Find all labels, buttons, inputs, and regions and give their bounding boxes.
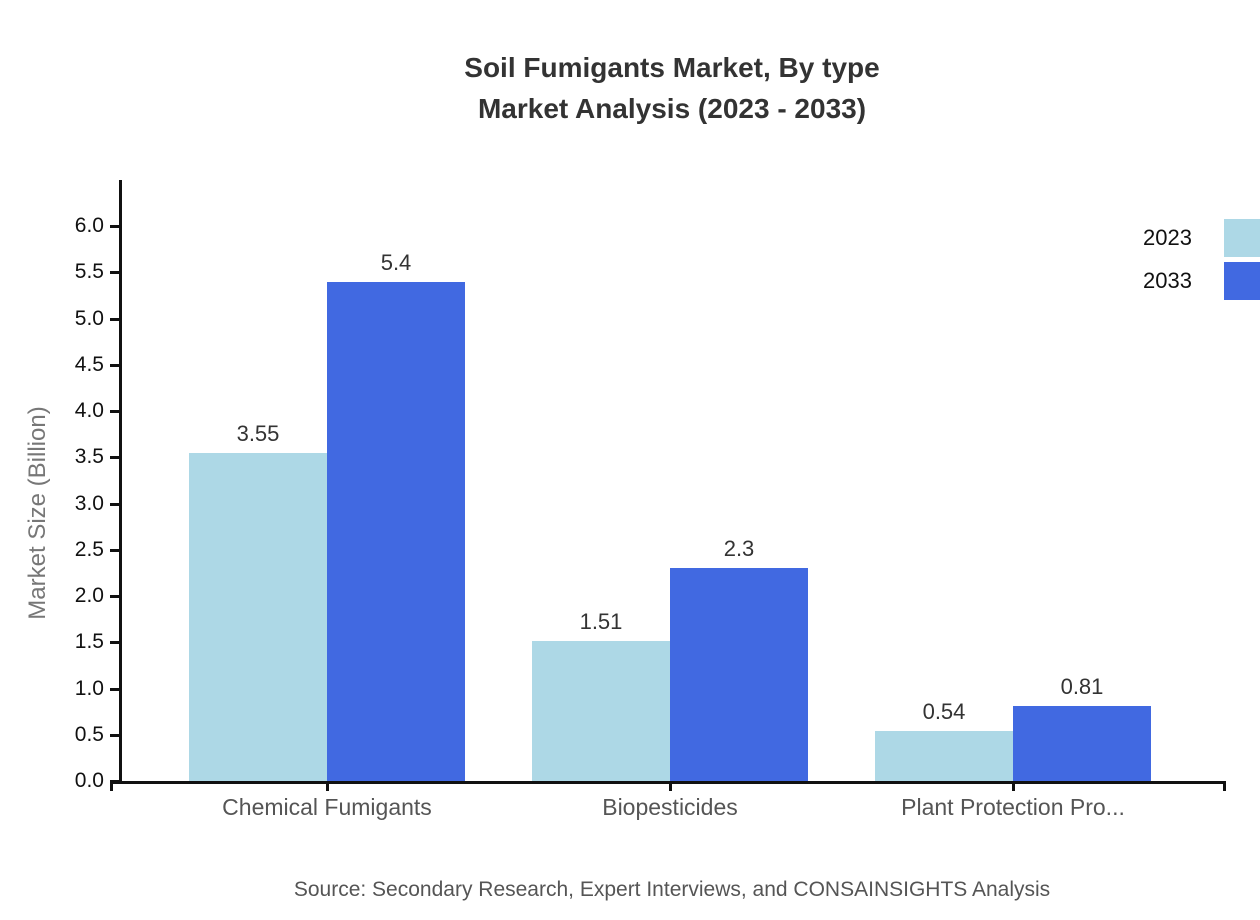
y-tick-label: 1.5 xyxy=(74,630,104,654)
x-axis-line xyxy=(110,781,1226,784)
bar xyxy=(189,452,327,781)
y-tick-label: 0.5 xyxy=(74,722,104,746)
bar-value-label: 2.3 xyxy=(723,536,755,562)
y-tick xyxy=(110,271,120,275)
y-tick xyxy=(110,595,120,598)
y-tick-label: 0.0 xyxy=(74,769,104,792)
legend-label: 2033 xyxy=(1143,268,1192,293)
legend-label: 2023 xyxy=(1143,225,1192,250)
category-label: Chemical Fumigants xyxy=(222,794,432,820)
y-tick-label: 2.0 xyxy=(74,584,104,607)
y-tick xyxy=(110,410,120,413)
y-tick-label: 6.0 xyxy=(74,214,104,237)
x-tick xyxy=(1012,781,1015,791)
y-tick-label: 2.5 xyxy=(74,537,104,561)
y-tick xyxy=(110,363,120,367)
y-tick-label: 3.5 xyxy=(74,445,104,469)
source-note: Source: Secondary Research, Expert Inter… xyxy=(293,878,1051,901)
bar xyxy=(532,641,670,781)
y-tick xyxy=(110,225,120,228)
y-tick-label: 4.0 xyxy=(74,399,104,422)
y-axis-line xyxy=(119,180,122,784)
y-tick xyxy=(110,548,120,552)
bar-value-label: 1.51 xyxy=(579,609,623,635)
bar-value-label: 5.4 xyxy=(380,249,412,275)
bar xyxy=(670,568,808,781)
chart-title: Soil Fumigants Market, By type xyxy=(464,52,880,83)
y-tick xyxy=(110,317,120,321)
bar-value-label: 0.81 xyxy=(1060,674,1104,700)
bar xyxy=(875,731,1013,781)
category-label: Plant Protection Pro... xyxy=(901,794,1125,820)
legend-swatch xyxy=(1224,219,1260,257)
y-tick xyxy=(110,502,120,506)
bar xyxy=(1013,706,1151,781)
y-tick-label: 5.0 xyxy=(74,306,104,330)
x-axis-end-tick xyxy=(1223,781,1226,791)
chart-subtitle: Market Analysis (2023 - 2033) xyxy=(477,93,867,124)
y-tick xyxy=(110,456,120,460)
legend-swatch xyxy=(1224,262,1260,300)
y-tick-label: 3.0 xyxy=(74,491,104,515)
bar-value-label: 0.54 xyxy=(922,699,966,725)
x-tick xyxy=(326,781,329,791)
y-tick-label: 5.5 xyxy=(74,260,104,284)
bar-value-label: 3.55 xyxy=(236,420,280,446)
x-tick xyxy=(669,781,672,791)
y-tick xyxy=(110,687,120,691)
y-tick-label: 1.0 xyxy=(74,676,104,700)
y-tick xyxy=(110,641,120,645)
y-tick xyxy=(110,780,120,783)
category-label: Biopesticides xyxy=(602,794,738,820)
y-tick xyxy=(110,733,120,737)
y-tick-label: 4.5 xyxy=(74,352,104,376)
x-axis-end-tick xyxy=(110,781,113,791)
bar xyxy=(327,281,465,781)
